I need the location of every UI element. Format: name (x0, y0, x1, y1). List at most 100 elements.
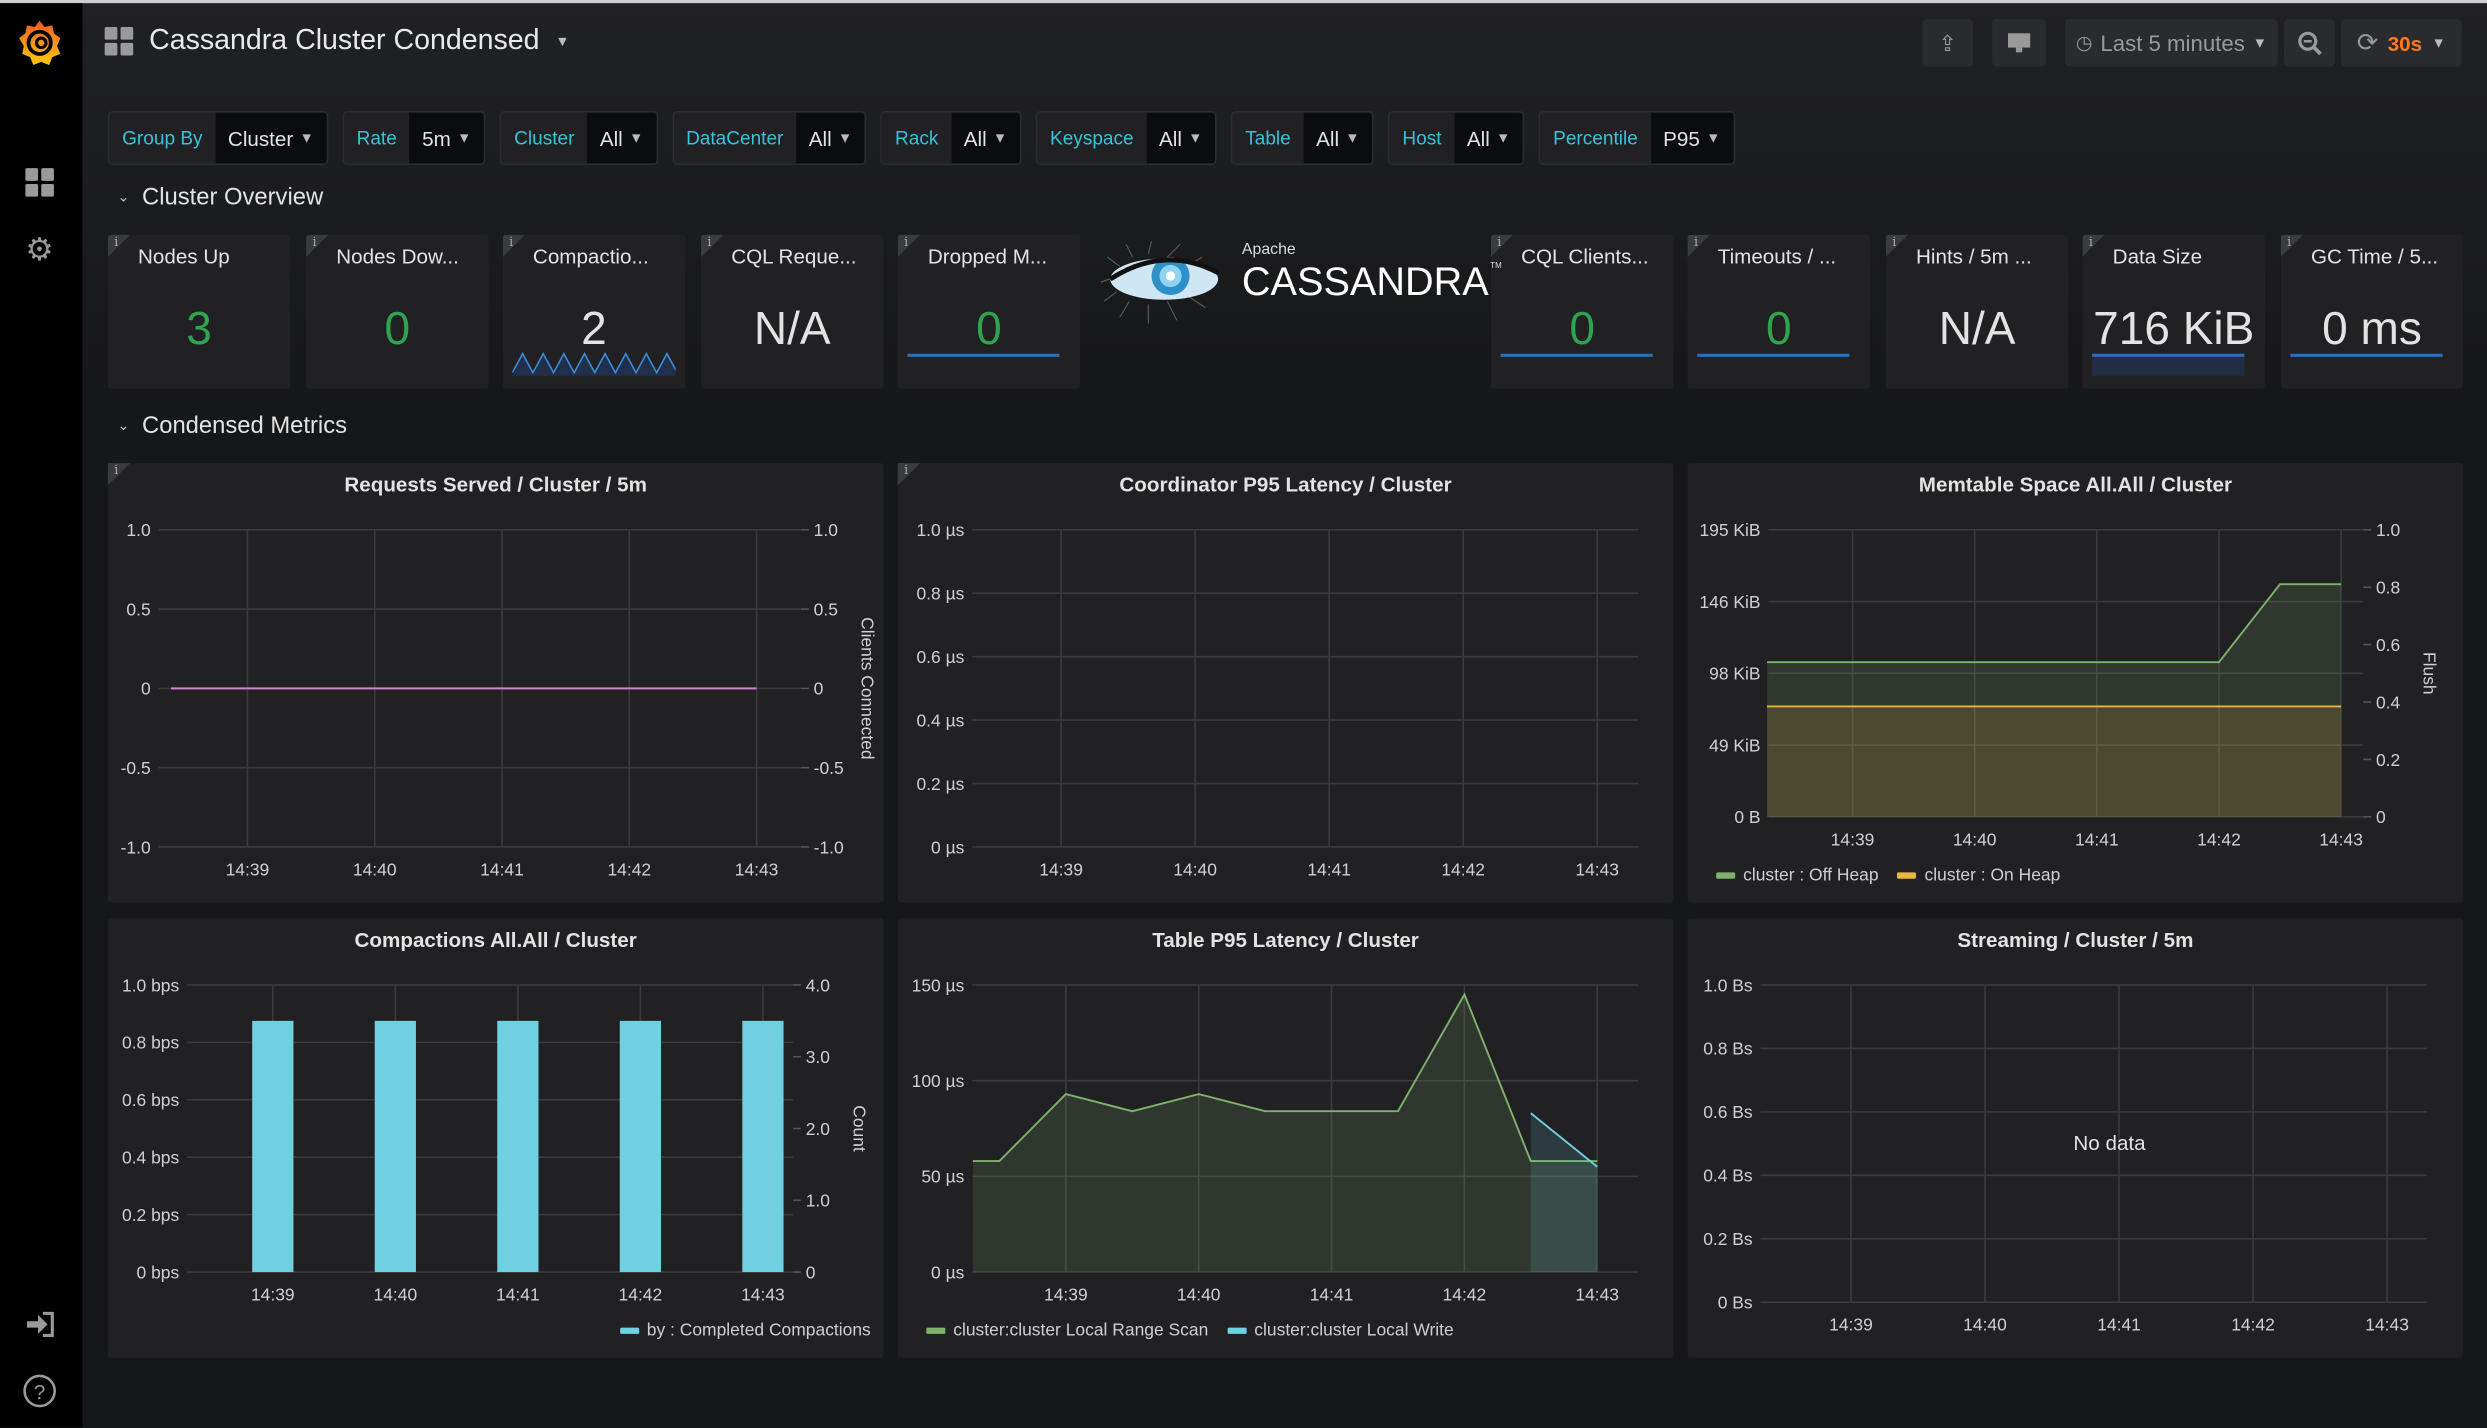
stat-panel[interactable]: i Compactio... 2 (502, 234, 686, 389)
series-area (972, 994, 1598, 1273)
y-tick-label: 0 bps (137, 1262, 180, 1282)
panel-title: Requests Served / Cluster / 5m (344, 472, 647, 497)
graph-panel[interactable]: Streaming / Cluster / 5m 1.0 Bs 0.8 Bs 0.6 … (1687, 918, 2464, 1358)
series-line (1530, 1112, 1598, 1168)
y2-tick-label: 1.0 (2376, 520, 2401, 540)
variable-rack: Rack All ▼ (880, 111, 1022, 165)
legend-item[interactable]: cluster:cluster Local Write (1227, 1321, 1454, 1340)
help-icon[interactable]: ? (19, 1370, 60, 1411)
chevron-down-icon: ▼ (993, 130, 1008, 146)
grafana-logo-icon[interactable] (16, 19, 64, 67)
stat-panel[interactable]: i Hints / 5m ... N/A (1885, 234, 2069, 389)
panel-title: Streaming / Cluster / 5m (1957, 927, 2194, 952)
legend-item[interactable]: cluster : On Heap (1897, 866, 2060, 885)
legend-item[interactable]: cluster : Off Heap (1716, 866, 1879, 885)
legend: cluster:cluster Local Range Scan cluster:… (926, 1321, 1454, 1340)
stat-panel[interactable]: i CQL Reque... N/A (701, 234, 884, 389)
variable-keyspace: Keyspace All ▼ (1035, 111, 1217, 165)
variable-dropdown[interactable]: All ▼ (1454, 112, 1524, 164)
variable-dropdown[interactable]: 5m ▼ (409, 112, 485, 164)
stat-panel[interactable]: i Data Size 716 KiB (2082, 234, 2265, 389)
y2-tick-label: 1.0 (814, 520, 839, 540)
info-icon[interactable]: i (2082, 234, 2105, 257)
x-tick-label: 14:42 (607, 860, 651, 880)
zoom-out-button[interactable] (2283, 19, 2335, 67)
y-tick-label: 0 B (1734, 807, 1760, 827)
y-tick-label: 0.4 µs (916, 710, 964, 730)
legend-item[interactable]: by : Completed Compactions (619, 1321, 871, 1340)
y-tick-label: 0 Bs (1718, 1293, 1753, 1313)
variable-dropdown[interactable]: Cluster ▼ (215, 112, 327, 164)
variable-table: Table All ▼ (1230, 111, 1374, 165)
info-icon[interactable]: i (701, 234, 724, 257)
variable-value: All (963, 126, 987, 150)
refresh-picker[interactable]: ⟳ 30s ▼ (2341, 19, 2462, 67)
stat-value: N/A (1938, 304, 2016, 356)
y-tick-label: 1.0 (126, 520, 151, 540)
gear-icon[interactable]: ⚙ (25, 232, 54, 268)
sign-in-icon[interactable] (19, 1304, 60, 1345)
info-icon[interactable]: i (2280, 234, 2304, 257)
info-icon[interactable]: i (897, 463, 920, 486)
info-icon[interactable]: i (306, 234, 329, 257)
variable-label: Rack (882, 112, 952, 164)
dashboards-icon[interactable] (19, 162, 60, 203)
legend-swatch (1897, 872, 1917, 879)
chart-svg: 1.0 µs 0.8 µs 0.6 µs 0.4 µs 0.2 µs 0 µs 14:39 1… (916, 520, 1639, 880)
info-icon[interactable]: i (1490, 234, 1514, 257)
stat-panel[interactable]: i GC Time / 5... 0 ms (2280, 234, 2464, 389)
stat-panel[interactable]: i Dropped M... 0 (897, 234, 1081, 389)
stat-panel[interactable]: i Nodes Up 3 (107, 234, 291, 389)
stat-value: 3 (186, 304, 212, 356)
refresh-icon[interactable]: ⟳ (2356, 30, 2379, 58)
info-icon[interactable]: i (107, 463, 131, 486)
variable-dropdown[interactable]: P95 ▼ (1650, 112, 1734, 164)
stat-panel[interactable]: i Timeouts / ... 0 (1687, 234, 1871, 389)
y-tick-label: 0.8 Bs (1703, 1039, 1753, 1059)
stat-panel[interactable]: i CQL Clients... 0 (1490, 234, 1674, 389)
row-condensed-metrics[interactable]: ⌄ Condensed Metrics (117, 412, 347, 439)
info-icon[interactable]: i (1885, 234, 1909, 257)
info-icon[interactable]: i (1687, 234, 1710, 257)
dashboard-title-picker[interactable]: Cassandra Cluster Condensed ▼ (104, 24, 570, 57)
variable-datacenter: DataCenter All ▼ (671, 111, 867, 165)
graph-panel[interactable]: Memtable Space All.All / Cluster 195 KiB 1… (1687, 463, 2464, 903)
info-icon[interactable]: i (107, 234, 131, 257)
legend-item[interactable]: cluster:cluster Local Range Scan (926, 1321, 1208, 1340)
graph-panel[interactable]: i Requests Served / Cluster / 5m 1.0 0.5 0 -0… (107, 463, 884, 903)
variable-dropdown[interactable]: All ▼ (1146, 112, 1216, 164)
legend-label: cluster:cluster Local Range Scan (953, 1321, 1209, 1341)
series-line (1767, 583, 2342, 664)
graph-panel[interactable]: Compactions All.All / Cluster 1.0 bps 0.8 … (107, 918, 884, 1358)
logo-cassandra: CASSANDRA (1241, 260, 1489, 305)
variable-dropdown[interactable]: All ▼ (796, 112, 865, 164)
y-tick-label: 0.4 Bs (1703, 1166, 1753, 1186)
y-tick-label: 0 µs (931, 1262, 965, 1282)
graph-panel[interactable]: i Coordinator P95 Latency / Cluster 1.0 µs… (897, 463, 1674, 903)
stat-title: Nodes Dow... (336, 244, 459, 269)
variable-label: Table (1232, 112, 1304, 164)
share-button[interactable]: ⇪ (1922, 19, 1974, 67)
variable-value: All (1158, 126, 1182, 150)
cycle-view-button[interactable] (1992, 19, 2047, 67)
variable-label: Rate (343, 112, 410, 164)
y-tick-label: 0.2 Bs (1703, 1229, 1753, 1249)
chevron-down-icon: ⌄ (117, 188, 130, 205)
time-picker[interactable]: ◷ Last 5 minutes ▼ (2065, 19, 2278, 67)
variable-dropdown[interactable]: All ▼ (951, 112, 1020, 164)
y2-axis-label: Count (849, 1105, 869, 1152)
x-tick-label: 14:39 (226, 860, 270, 880)
stat-panel[interactable]: i Nodes Dow... 0 (306, 234, 489, 389)
x-tick-label: 14:41 (496, 1285, 540, 1305)
logo-apache: Apache (1241, 241, 1296, 259)
y2-tick-label: 0.2 (2376, 750, 2400, 770)
x-tick-label: 14:40 (1963, 1315, 2007, 1335)
chevron-down-icon: ▼ (838, 130, 853, 146)
row-cluster-overview[interactable]: ⌄ Cluster Overview (117, 184, 323, 211)
stat-title: CQL Reque... (731, 244, 857, 269)
variable-dropdown[interactable]: All ▼ (587, 112, 656, 164)
info-icon[interactable]: i (897, 234, 920, 257)
graph-panel[interactable]: Table P95 Latency / Cluster 150 µs 100 µs 5… (897, 918, 1674, 1358)
variable-dropdown[interactable]: All ▼ (1303, 112, 1373, 164)
info-icon[interactable]: i (502, 234, 525, 257)
